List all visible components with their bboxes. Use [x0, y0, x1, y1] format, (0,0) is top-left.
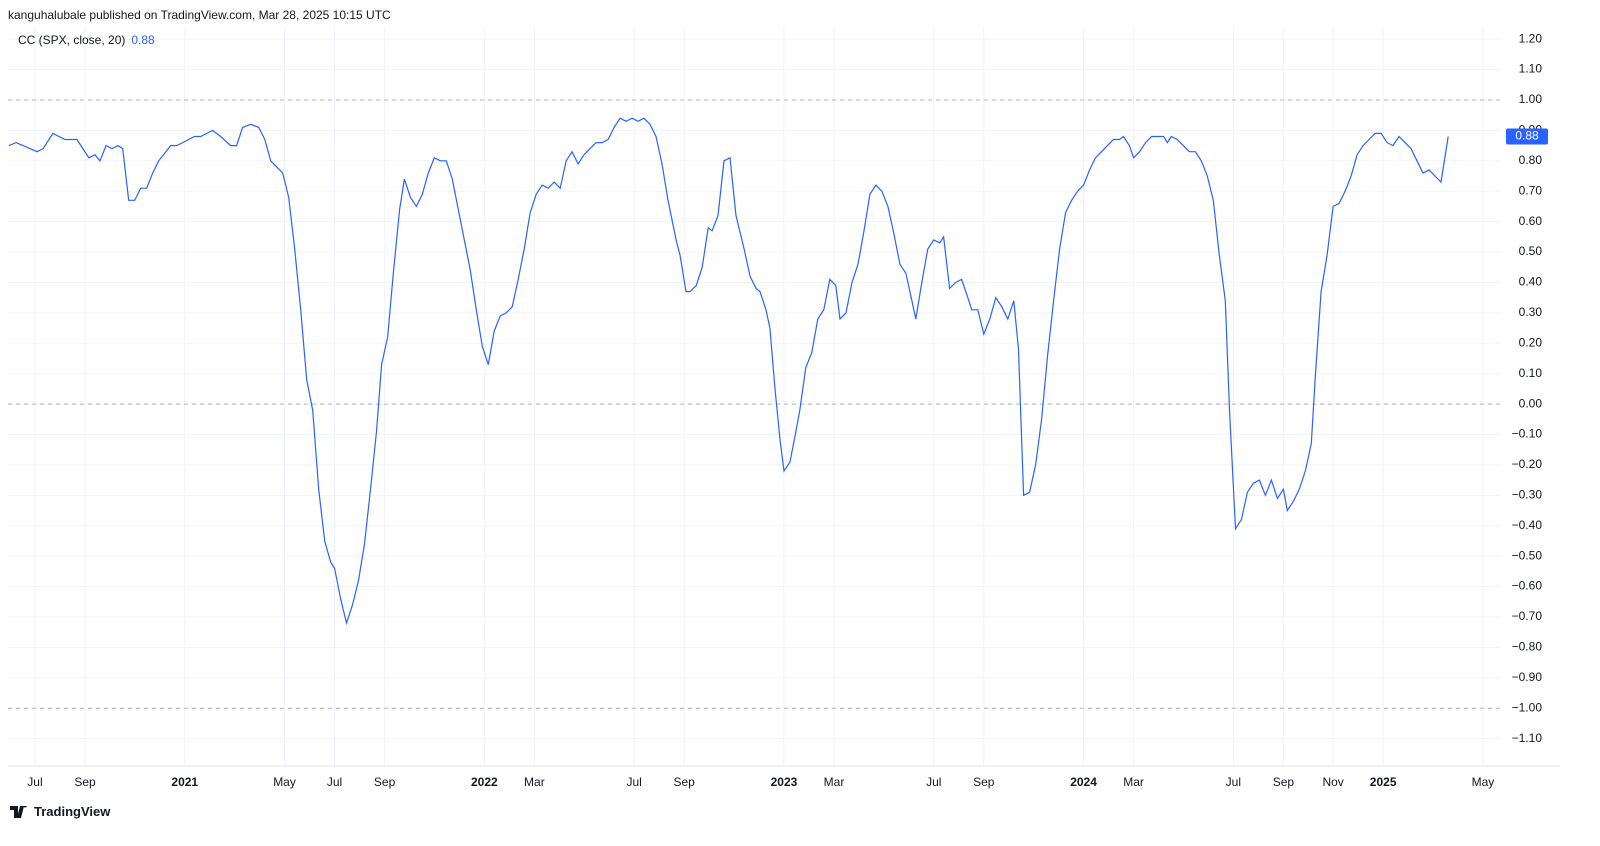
y-tick-label: −0.50 [1512, 548, 1543, 562]
x-tick-label: 2025 [1370, 775, 1397, 789]
x-tick-label: 2024 [1070, 775, 1097, 789]
x-tick-label: May [1472, 775, 1495, 789]
y-tick-label: −0.20 [1512, 457, 1543, 471]
legend: CC (SPX, close, 20) 0.88 [18, 33, 155, 47]
y-tick-label: 0.10 [1519, 366, 1543, 380]
x-tick-label: 2022 [471, 775, 498, 789]
x-tick-label: Mar [524, 775, 545, 789]
x-tick-label: Mar [1123, 775, 1144, 789]
y-tick-label: 1.00 [1519, 92, 1543, 106]
brand: TradingView [34, 804, 111, 819]
y-tick-label: 0.60 [1519, 214, 1543, 228]
last-value-badge [1506, 128, 1548, 145]
y-tick-label: −0.30 [1512, 488, 1543, 502]
y-tick-label: 0.80 [1519, 153, 1543, 167]
y-tick-label: −1.10 [1512, 731, 1543, 745]
y-tick-label: −0.10 [1512, 427, 1543, 441]
x-tick-label: Sep [374, 775, 396, 789]
last-value-label: 0.88 [1515, 129, 1539, 143]
x-tick-label: Sep [74, 775, 96, 789]
x-tick-label: May [273, 775, 296, 789]
y-tick-label: −0.80 [1512, 640, 1543, 654]
legend-value: 0.88 [131, 33, 155, 47]
footer: TradingView [10, 804, 110, 819]
y-tick-label: 0.00 [1519, 396, 1543, 410]
series-line [8, 117, 1449, 626]
y-tick-label: 0.30 [1519, 305, 1543, 319]
logo [10, 805, 27, 818]
publish-header: kanguhalubale published on TradingView.c… [8, 8, 391, 22]
y-tick-label: 1.10 [1519, 62, 1543, 76]
x-tick-label: Jul [626, 775, 641, 789]
x-tick-label: Sep [1273, 775, 1295, 789]
x-tick-label: Jul [1226, 775, 1241, 789]
y-tick-label: −0.90 [1512, 670, 1543, 684]
y-tick-label: −1.00 [1512, 700, 1543, 714]
x-tick-label: Nov [1322, 775, 1343, 789]
y-tick-label: 0.50 [1519, 244, 1543, 258]
y-tick-label: 0.40 [1519, 275, 1543, 289]
x-tick-label: Jul [926, 775, 941, 789]
y-tick-label: 0.20 [1519, 335, 1543, 349]
y-tick-label: −0.70 [1512, 609, 1543, 623]
x-tick-label: Jul [27, 775, 42, 789]
y-tick-label: −0.40 [1512, 518, 1543, 532]
x-tick-label: Jul [327, 775, 342, 789]
x-tick-label: Sep [674, 775, 696, 789]
x-tick-label: Sep [973, 775, 995, 789]
x-tick-label: Mar [824, 775, 845, 789]
x-tick-label: 2023 [771, 775, 798, 789]
x-tick-label: 2021 [171, 775, 198, 789]
y-tick-label: 0.70 [1519, 183, 1543, 197]
y-tick-label: 1.20 [1519, 31, 1543, 45]
legend-entry: CC (SPX, close, 20) [18, 33, 126, 47]
y-tick-label: −0.60 [1512, 579, 1543, 593]
